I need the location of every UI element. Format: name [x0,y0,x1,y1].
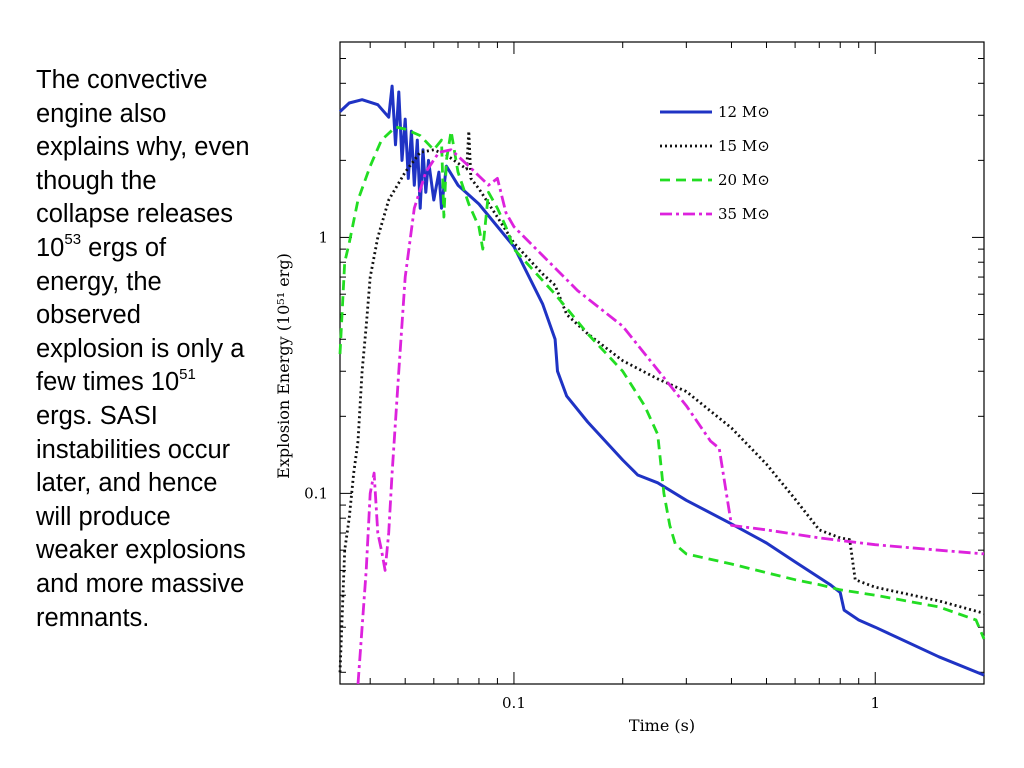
y-axis-label: Explosion Energy (10⁵¹ erg) [274,253,293,479]
plot-frame [339,41,985,685]
y-tick-label: 1 [318,228,328,246]
legend: 12 M⊙ 15 M⊙ 20 M⊙ 35 M⊙ [660,103,770,223]
x-tick-label: 0.1 [502,694,526,712]
explanation-text: The convective engine also explains why,… [36,64,254,635]
exponent-53: 53 [64,231,82,249]
exponent-51: 51 [179,365,196,383]
legend-label: 12 M⊙ [718,103,770,121]
series-line-1 [338,84,985,677]
explanation-part-1: The convective engine also explains why,… [36,66,250,262]
series-layer [338,84,986,685]
x-axis-label: Time (s) [629,716,695,735]
explanation-part-2: ergs of energy, the observed explosion i… [36,233,245,397]
explanation-part-3: ergs. SASI instabilities occur later, an… [36,401,246,632]
x-tick-label: 1 [870,694,880,712]
legend-label: 15 M⊙ [718,137,770,155]
series-line-3 [338,125,986,640]
legend-label: 20 M⊙ [718,171,770,189]
series-line-2 [338,129,985,673]
legend-label: 35 M⊙ [718,205,770,223]
series-line-4 [356,148,985,685]
tick-labels: 0.1 1 0.1 1 [304,228,880,712]
y-tick-label: 0.1 [304,484,328,502]
axis-ticks [340,42,985,684]
